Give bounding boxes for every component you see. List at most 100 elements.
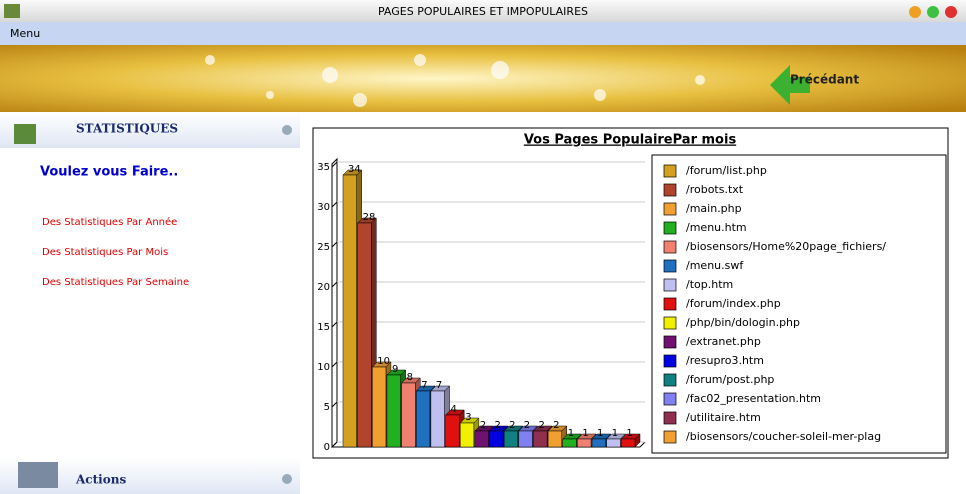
legend-label: /biosensors/coucher-soleil-mer-plag (686, 430, 881, 443)
legend-swatch (663, 411, 677, 425)
bar (459, 422, 475, 448)
legend-swatch (663, 297, 677, 311)
collapse-button[interactable] (282, 474, 292, 484)
value-label: 3 (465, 412, 471, 423)
menu-bar (0, 22, 966, 45)
bar (606, 438, 621, 448)
bar (577, 438, 592, 448)
chart-title: Vos Pages PopulairePar mois (524, 133, 737, 148)
stats-icon (14, 124, 36, 144)
bar (591, 438, 606, 448)
value-label: 1 (582, 428, 588, 439)
banner-dots (205, 54, 705, 107)
value-label: 1 (568, 428, 574, 439)
legend-swatch (663, 221, 677, 235)
legend-swatch (663, 278, 677, 292)
legend-swatch (663, 354, 677, 368)
legend-label: /fac02_presentation.htm (686, 392, 821, 405)
bar (474, 430, 489, 448)
bar (386, 374, 401, 448)
legend-swatch (663, 240, 677, 254)
sidebar-link[interactable]: Des Statistiques Par Mois (42, 247, 168, 258)
y-tick-label: 10 (317, 362, 330, 373)
legend-label: /utilitaire.htm (686, 411, 761, 424)
window-title: PAGES POPULAIRES ET IMPOPULAIRES (378, 5, 588, 18)
legend-label: /resupro3.htm (686, 354, 764, 367)
y-tick (331, 281, 338, 288)
value-label: 10 (377, 356, 390, 367)
bar (533, 430, 548, 448)
y-tick (331, 361, 338, 368)
value-label: 2 (553, 420, 559, 431)
legend-label: /forum/list.php (686, 164, 767, 177)
legend-swatch (663, 202, 677, 216)
value-label: 1 (612, 428, 618, 439)
bar (503, 430, 519, 448)
y-tick-label: 5 (324, 402, 330, 413)
y-tick (331, 161, 338, 168)
legend-label: /menu.swf (686, 259, 744, 272)
sidebar-heading: Voulez vous Faire.. (40, 165, 178, 180)
actions-icon (18, 462, 58, 488)
y-tick (331, 201, 338, 208)
bar (518, 430, 533, 448)
legend-label: /robots.txt (686, 183, 744, 196)
value-label: 2 (524, 420, 530, 431)
value-label: 1 (626, 428, 632, 439)
bar (489, 430, 504, 448)
value-label: 2 (480, 420, 486, 431)
legend-swatch (663, 164, 677, 178)
legend-label: /biosensors/Home%20page_fichiers/ (686, 240, 886, 253)
value-label: 34 (348, 164, 361, 175)
menu[interactable]: Menu (10, 27, 40, 40)
maximize-button[interactable] (927, 6, 939, 18)
legend-label: /forum/post.php (686, 373, 774, 386)
bar (416, 390, 431, 448)
sidebar-link[interactable]: Des Statistiques Par Semaine (42, 277, 189, 288)
y-tick (331, 441, 338, 448)
legend-swatch (663, 259, 677, 273)
minimize-button[interactable] (909, 6, 921, 18)
y-tick (331, 321, 338, 328)
sidebar-link[interactable]: Des Statistiques Par Année (42, 216, 177, 228)
y-tick-label: 35 (317, 162, 330, 173)
value-label: 9 (392, 364, 398, 375)
legend-label: /extranet.php (686, 335, 761, 348)
y-tick-label: 20 (317, 282, 330, 293)
legend-label: /top.htm (686, 278, 733, 291)
section-header (0, 112, 300, 148)
legend-swatch (663, 183, 677, 197)
y-tick (331, 401, 338, 408)
back-arrow[interactable] (770, 65, 810, 105)
legend-label: /menu.htm (686, 221, 747, 234)
y-tick (331, 241, 338, 248)
bar (445, 414, 460, 448)
legend-label: /php/bin/dologin.php (686, 316, 800, 329)
value-label: 2 (495, 420, 501, 431)
back-button[interactable]: Précédant (790, 73, 859, 87)
legend-label: /forum/index.php (686, 297, 781, 310)
bar (562, 438, 577, 448)
bar (342, 174, 357, 448)
legend-label: /main.php (686, 202, 742, 215)
close-button[interactable] (945, 6, 957, 18)
bar (372, 366, 387, 448)
y-tick-label: 0 (324, 442, 330, 453)
title-bar (0, 0, 966, 22)
legend-swatch (663, 316, 677, 330)
section-title[interactable]: STATISTIQUES (76, 122, 178, 136)
app-icon (4, 4, 20, 18)
legend-swatch (663, 373, 677, 387)
bar (430, 390, 445, 448)
actions-title[interactable]: Actions (75, 473, 126, 487)
legend-swatch (663, 430, 677, 444)
legend (651, 154, 947, 454)
legend-swatch (663, 335, 677, 349)
collapse-button[interactable] (282, 125, 292, 135)
y-tick-label: 25 (317, 242, 330, 253)
bar (547, 430, 562, 448)
bar (621, 438, 636, 448)
value-label: 7 (436, 380, 442, 391)
x-axis-end (639, 441, 646, 448)
